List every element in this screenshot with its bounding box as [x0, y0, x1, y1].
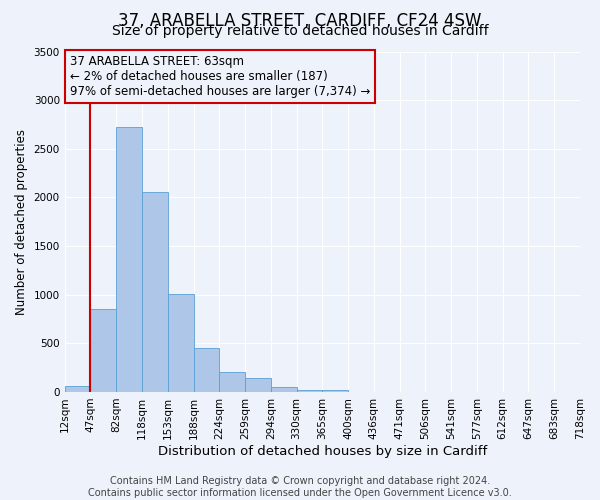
Y-axis label: Number of detached properties: Number of detached properties: [15, 128, 28, 314]
Bar: [245, 378, 271, 392]
Bar: [271, 386, 296, 392]
Bar: [65, 386, 91, 392]
Text: 37 ARABELLA STREET: 63sqm
← 2% of detached houses are smaller (187)
97% of semi-: 37 ARABELLA STREET: 63sqm ← 2% of detach…: [70, 55, 370, 98]
Bar: [296, 390, 322, 392]
Bar: [116, 128, 142, 392]
Bar: [193, 348, 219, 392]
Bar: [91, 310, 116, 392]
Text: Size of property relative to detached houses in Cardiff: Size of property relative to detached ho…: [112, 24, 488, 38]
Bar: [142, 192, 168, 392]
Bar: [219, 372, 245, 392]
Text: Contains HM Land Registry data © Crown copyright and database right 2024.
Contai: Contains HM Land Registry data © Crown c…: [88, 476, 512, 498]
Text: 37, ARABELLA STREET, CARDIFF, CF24 4SW: 37, ARABELLA STREET, CARDIFF, CF24 4SW: [118, 12, 482, 30]
X-axis label: Distribution of detached houses by size in Cardiff: Distribution of detached houses by size …: [158, 444, 487, 458]
Bar: [322, 390, 348, 392]
Bar: [168, 294, 193, 392]
